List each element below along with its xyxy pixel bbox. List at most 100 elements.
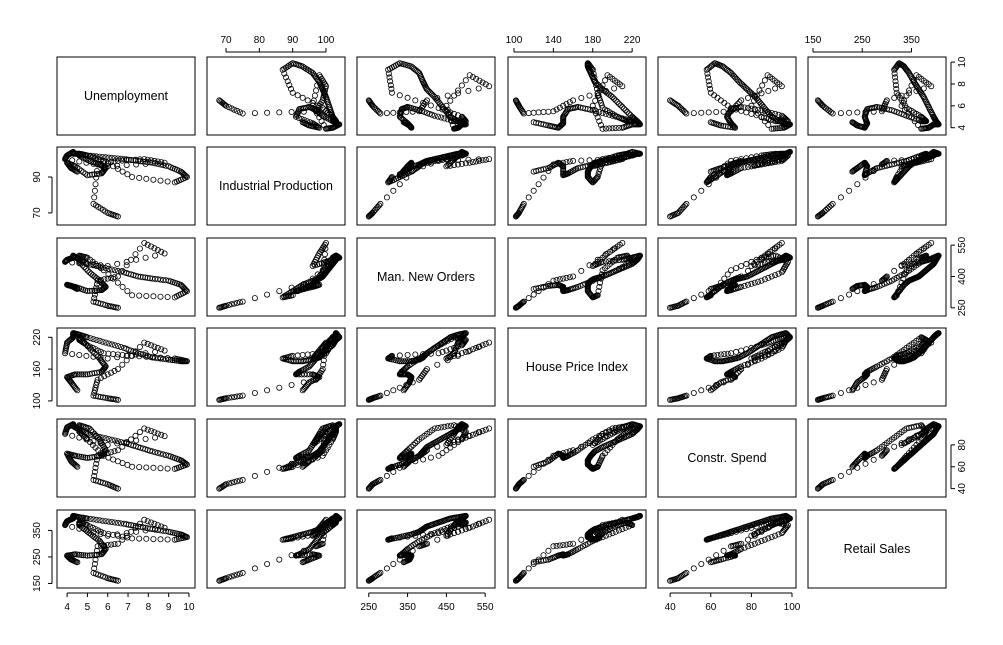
data-point (530, 291, 537, 298)
data-point (745, 267, 752, 274)
data-point (758, 114, 765, 121)
data-point (862, 109, 869, 116)
data-point (91, 194, 98, 201)
data-point (87, 152, 94, 159)
data-point (251, 472, 258, 479)
data-point (846, 187, 853, 194)
data-point (454, 87, 461, 94)
data-point (454, 156, 461, 163)
data-point (108, 341, 115, 348)
data-point (93, 281, 100, 288)
data-point (620, 105, 627, 112)
data-point (276, 109, 283, 116)
data-point (294, 92, 301, 99)
data-point (591, 162, 598, 169)
data-point (892, 78, 899, 85)
data-point (458, 82, 465, 89)
data-point (705, 109, 712, 116)
data-point (707, 85, 714, 92)
data-point (154, 430, 161, 437)
data-point (609, 125, 616, 132)
data-point (321, 106, 328, 113)
data-point (367, 212, 374, 219)
data-point (158, 346, 165, 353)
data-point (158, 159, 165, 166)
panel-constr-spend-vs-constr-spend (657, 418, 797, 498)
data-point (438, 114, 445, 121)
data-point (117, 155, 124, 162)
data-point (593, 110, 600, 117)
data-point (772, 125, 779, 132)
points-house-price-index-vs-industrial-production (216, 330, 343, 403)
data-point (396, 181, 403, 188)
data-point (612, 97, 619, 104)
data-point (768, 125, 775, 132)
data-point (525, 295, 532, 302)
data-point (445, 110, 452, 117)
data-point (90, 438, 97, 445)
panel-retail-sales-vs-man-new-orders (356, 509, 496, 589)
panel-house-price-index-vs-retail-sales (807, 327, 947, 407)
data-point (545, 108, 552, 115)
data-point (513, 212, 520, 219)
data-point (93, 153, 100, 160)
data-point (566, 99, 573, 106)
data-point (164, 465, 171, 472)
data-point (119, 283, 126, 290)
data-point (444, 162, 451, 169)
data-point (365, 213, 372, 220)
data-point (228, 105, 235, 112)
data-point (893, 89, 900, 96)
data-point (512, 97, 519, 104)
data-point (602, 77, 609, 84)
panel-unemployment-vs-man-new-orders (356, 56, 496, 136)
data-point (311, 92, 318, 99)
data-point (312, 108, 319, 115)
data-point (760, 114, 767, 121)
data-point (150, 293, 157, 300)
data-point (918, 125, 925, 132)
data-point (870, 108, 877, 115)
data-point (434, 443, 441, 450)
data-point (720, 167, 727, 174)
data-point (448, 118, 455, 125)
data-point (920, 85, 927, 92)
data-point (878, 108, 885, 115)
data-point (755, 106, 762, 113)
data-point (133, 256, 140, 263)
data-point (108, 159, 115, 166)
points-constr-spend-vs-industrial-production (216, 421, 343, 492)
data-point (720, 108, 727, 115)
data-point (403, 174, 410, 181)
data-point (748, 102, 755, 109)
panel-retail-sales-vs-unemployment (56, 509, 196, 589)
data-point (920, 115, 927, 122)
data-point (141, 339, 148, 346)
data-point (161, 433, 168, 440)
points-industrial-production-vs-unemployment (62, 148, 190, 220)
data-point (598, 99, 605, 106)
data-point (91, 187, 98, 194)
data-point (312, 87, 319, 94)
data-point (758, 90, 765, 97)
data-point (129, 463, 136, 470)
data-point (123, 157, 130, 164)
data-point (486, 339, 493, 346)
data-point (451, 162, 458, 169)
data-point (748, 163, 755, 170)
data-point (761, 118, 768, 125)
data-point (690, 110, 697, 117)
data-point (309, 120, 316, 127)
data-point (443, 102, 450, 109)
panel-retail-sales-vs-retail-sales (807, 509, 947, 589)
data-point (469, 74, 476, 81)
data-point (731, 104, 738, 111)
data-point (854, 109, 861, 116)
points-man-new-orders-vs-constr-spend (667, 239, 794, 311)
data-point (751, 157, 758, 164)
data-points (62, 60, 942, 584)
data-point (594, 90, 601, 97)
data-point (759, 160, 766, 167)
data-point (121, 156, 128, 163)
data-point (826, 203, 833, 210)
